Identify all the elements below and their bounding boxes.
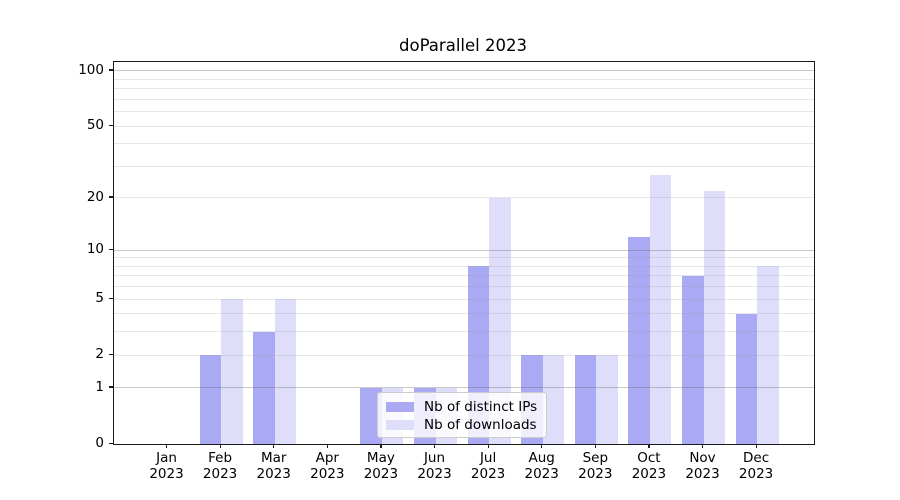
gridline-20	[114, 197, 814, 199]
legend-item-downloads: Nb of downloads	[386, 416, 538, 434]
x-tick-mark-feb	[219, 444, 221, 448]
y-tick-mark-100	[109, 69, 113, 71]
gridline-10	[114, 249, 814, 251]
y-tick-label-0: 0	[95, 435, 104, 451]
y-tick-mark-1	[109, 386, 113, 388]
y-tick-label-20: 20	[86, 188, 104, 205]
bar-sep-ips	[574, 355, 597, 444]
bar-dec-downloads	[757, 266, 779, 444]
bar-dec-ips	[735, 313, 758, 444]
legend: Nb of distinct IPs Nb of downloads	[377, 392, 547, 438]
bar-may-ips	[360, 387, 382, 444]
x-tick-mark-dec	[755, 444, 757, 448]
y-tick-label-10: 10	[86, 241, 104, 258]
x-tick-mark-jan	[166, 444, 168, 448]
x-tick-label-jul: Jul 2023	[470, 450, 506, 482]
x-tick-mark-mar	[273, 444, 275, 448]
bar-oct-downloads	[649, 174, 672, 444]
x-tick-mark-jun	[434, 444, 436, 448]
gridline-5	[114, 298, 814, 300]
x-tick-mark-sep	[594, 444, 596, 448]
gridline-40	[114, 143, 814, 145]
y-tick-mark-10	[109, 248, 113, 250]
y-tick-label-2: 2	[95, 346, 104, 363]
gridline-1	[114, 387, 814, 389]
x-tick-label-sep: Sep 2023	[578, 450, 613, 482]
y-tick-label-1: 1	[95, 378, 104, 395]
gridline-9	[114, 257, 814, 259]
x-tick-label-feb: Feb 2023	[202, 450, 238, 482]
x-tick-mark-aug	[541, 444, 543, 448]
bar-mar-ips	[253, 331, 275, 444]
bar-nov-ips	[682, 275, 704, 444]
gridline-70	[114, 98, 814, 100]
y-tick-mark-0	[109, 442, 113, 444]
gridline-4	[114, 313, 814, 315]
bar-sep-downloads	[596, 355, 618, 444]
y-tick-mark-50	[109, 124, 113, 126]
plot-area	[113, 61, 815, 445]
bar-nov-downloads	[703, 190, 725, 444]
x-tick-label-nov: Nov 2023	[685, 450, 720, 482]
gridline-8	[114, 265, 814, 267]
bar-aug-downloads	[542, 355, 565, 444]
x-tick-label-jun: Jun 2023	[417, 450, 452, 482]
legend-swatch-downloads-icon	[386, 420, 414, 430]
gridline-2	[114, 354, 814, 356]
x-tick-label-dec: Dec 2023	[738, 450, 774, 482]
y-tick-label-5: 5	[95, 290, 104, 307]
gridline-100	[114, 70, 814, 72]
x-tick-label-mar: Mar 2023	[256, 450, 291, 482]
gridline-80	[114, 88, 814, 90]
x-tick-mark-apr	[326, 444, 328, 448]
x-tick-label-aug: Aug 2023	[524, 450, 559, 482]
x-tick-mark-jul	[487, 444, 489, 448]
y-tick-mark-2	[109, 353, 113, 355]
legend-label-distinct-ips: Nb of distinct IPs	[424, 399, 538, 415]
legend-label-downloads: Nb of downloads	[424, 417, 537, 433]
chart-title: doParallel 2023	[399, 36, 527, 55]
y-tick-label-100: 100	[78, 61, 104, 78]
x-tick-label-apr: Apr 2023	[310, 450, 345, 482]
bar-feb-ips	[199, 355, 222, 444]
gridline-3	[114, 331, 814, 333]
x-tick-label-jan: Jan 2023	[149, 450, 184, 482]
legend-item-distinct-ips: Nb of distinct IPs	[386, 398, 538, 416]
x-tick-mark-oct	[648, 444, 650, 448]
x-tick-mark-nov	[702, 444, 704, 448]
gridline-6	[114, 286, 814, 288]
gridline-90	[114, 78, 814, 80]
gridline-50	[114, 125, 814, 127]
grid-layer	[114, 62, 814, 444]
bar-mar-downloads	[274, 299, 297, 444]
x-tick-label-may: May 2023	[363, 450, 399, 482]
y-tick-mark-20	[109, 196, 113, 198]
y-tick-mark-5	[109, 297, 113, 299]
x-tick-mark-may	[380, 444, 382, 448]
gridline-60	[114, 111, 814, 113]
gridline-30	[114, 165, 814, 167]
bar-jul-downloads	[489, 197, 511, 444]
x-tick-label-oct: Oct 2023	[631, 450, 667, 482]
y-tick-label-50: 50	[86, 117, 104, 134]
legend-swatch-distinct-ips-icon	[386, 402, 414, 412]
bar-feb-downloads	[221, 299, 243, 444]
bar-oct-ips	[628, 236, 650, 444]
gridline-7	[114, 275, 814, 277]
